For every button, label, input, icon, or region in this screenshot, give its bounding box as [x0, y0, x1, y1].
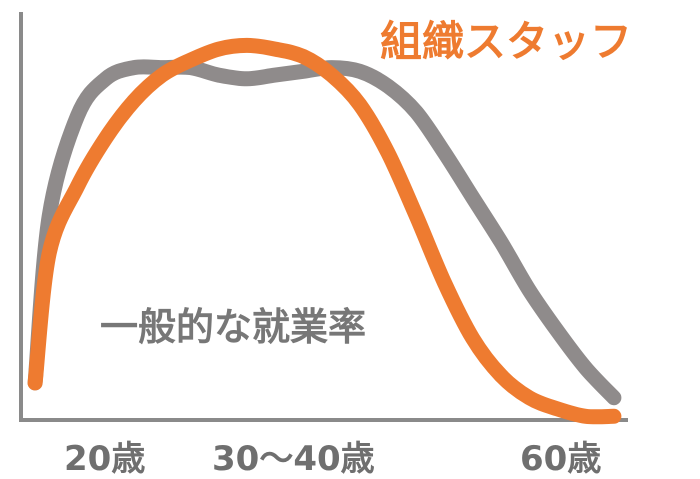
series-line-organization-staff [27, 37, 622, 425]
x-tick-label-30-40: 30〜40歳 [212, 439, 375, 479]
x-tick-label-20: 20歳 [64, 439, 145, 479]
series-line-general-employment [27, 59, 622, 406]
series-label-organization-staff: 組織スタッフ [380, 17, 632, 66]
series-label-general-employment: 一般的な就業率 [100, 305, 366, 349]
x-tick-label-60: 60歳 [520, 439, 601, 479]
